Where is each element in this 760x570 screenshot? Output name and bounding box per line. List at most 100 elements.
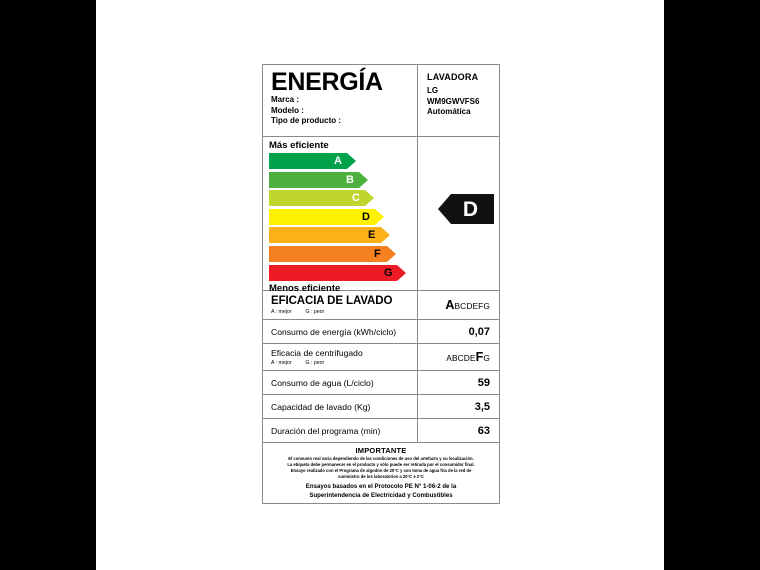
grade-strip: ABCDEFG — [445, 298, 490, 312]
efficiency-bar-e: E — [269, 227, 417, 244]
data-row-title: Eficacia de centrifugado — [271, 348, 363, 358]
grade-after: G — [483, 353, 490, 363]
data-row-scale-hint: A : mejor G : peor — [271, 309, 325, 315]
efficiency-bar-f: F — [269, 245, 417, 262]
efficiency-bar-g: G — [269, 264, 417, 281]
efficiency-bar-arrow-icon — [381, 227, 390, 244]
data-row-value: 3,5 — [474, 400, 490, 413]
data-row-title: Consumo de energía (kWh/ciclo) — [271, 326, 397, 337]
fine-print-line: suministro de los laboratorios a 20°C ± … — [338, 474, 424, 480]
efficiency-bar-arrow-icon — [347, 153, 356, 169]
efficiency-bar-d: D — [269, 208, 417, 225]
letterbox-right — [664, 0, 760, 570]
letterbox-left — [0, 0, 96, 570]
protocol-line: Ensayos basados en el Protocolo PE N° 1-… — [305, 483, 457, 491]
data-row-label-cell: Capacidad de lavado (Kg) — [263, 395, 418, 418]
least-efficient-caption: Menos eficiente — [269, 283, 341, 295]
mode-value: Automática — [427, 107, 471, 116]
efficiency-bar-body — [269, 190, 365, 207]
meta-brand-label: Marca : — [271, 95, 300, 104]
fine-print-line: Ensayo realizado con el Programa de algo… — [290, 468, 472, 474]
data-row: Consumo de agua (L/ciclo) 59 — [263, 371, 499, 395]
protocol-note: Ensayos basados en el Protocolo PE N° 1-… — [268, 483, 494, 500]
efficiency-bar-body — [269, 245, 387, 262]
grade-selected: F — [475, 350, 484, 364]
data-row-label-cell: Consumo de agua (L/ciclo) — [263, 371, 418, 394]
header-left-panel: ENERGÍA Marca : Modelo : Tipo de product… — [263, 65, 418, 136]
efficiency-bar-letter: E — [368, 229, 376, 242]
data-row-value-cell: 59 — [418, 371, 499, 394]
efficiency-bar-letter: D — [362, 210, 370, 223]
data-row-label-cell: Duración del programa (min) — [263, 419, 418, 442]
data-row-label-cell: Consumo de energía (kWh/ciclo) — [263, 320, 418, 343]
efficiency-bar-arrow-icon — [365, 190, 374, 207]
data-row: Duración del programa (min) 63 — [263, 419, 499, 443]
data-row-value-cell: 0,07 — [418, 320, 499, 343]
data-row: Consumo de energía (kWh/ciclo) 0,07 — [263, 320, 499, 344]
efficiency-bar-letter: G — [384, 266, 393, 279]
data-row-title: Consumo de agua (L/ciclo) — [271, 377, 374, 388]
efficiency-bar-body — [269, 153, 347, 169]
data-row-title: Capacidad de lavado (Kg) — [271, 401, 371, 412]
efficiency-bar-letter: A — [334, 155, 342, 167]
fine-print-line: La etiqueta debe permanecer en el produc… — [287, 462, 475, 468]
image-canvas: ENERGÍA Marca : Modelo : Tipo de product… — [96, 0, 664, 570]
efficiency-bar-body — [269, 171, 359, 188]
product-type-value: LAVADORA — [427, 72, 479, 82]
brand-value: LG — [427, 86, 439, 95]
efficiency-bar-b: B — [269, 171, 417, 188]
data-row-label-cell: Eficacia de centrifugado A : mejor G : peo… — [263, 344, 418, 370]
header-right-panel: LAVADORA LG WM9GWVFS6 Automática — [418, 65, 499, 136]
data-row: Eficacia de centrifugado A : mejor G : peo… — [263, 344, 499, 371]
data-row: Capacidad de lavado (Kg) 3,5 — [263, 395, 499, 419]
grade-selected: A — [445, 298, 455, 312]
data-row-value-cell: 63 — [418, 419, 499, 442]
label-footer: IMPORTANTE El consumo real varía dependi… — [263, 443, 499, 505]
rating-arrow-icon — [438, 194, 451, 224]
label-header: ENERGÍA Marca : Modelo : Tipo de product… — [263, 65, 499, 137]
efficiency-bar-letter: C — [352, 192, 360, 205]
rating-badge: D — [438, 194, 494, 224]
efficiency-bar-arrow-icon — [375, 208, 384, 225]
data-row-title: EFICACIA DE LAVADO — [271, 295, 393, 307]
efficiency-bar-letter: F — [374, 247, 381, 260]
efficiency-bar-c: C — [269, 190, 417, 207]
grade-before: ABCDE — [446, 353, 476, 363]
protocol-line: Superintendencia de Electricidad y Combu… — [309, 491, 453, 499]
efficiency-bar-a: A — [269, 153, 417, 169]
data-row-value-cell: 3,5 — [418, 395, 499, 418]
page-title: ENERGÍA — [271, 68, 383, 96]
efficiency-bar-body — [269, 227, 381, 244]
data-row-value-cell: ABCDEFG — [418, 291, 499, 319]
data-row-label-cell: EFICACIA DE LAVADO A : mejor G : peor — [263, 291, 418, 319]
efficiency-bar-arrow-icon — [387, 245, 396, 262]
efficiency-bar-letter: B — [346, 173, 354, 186]
grade-after: BCDEFG — [454, 301, 490, 311]
meta-product-type-label: Tipo de producto : — [271, 116, 342, 125]
data-rows-list: EFICACIA DE LAVADO A : mejor G : peor ABCDE… — [263, 291, 499, 443]
data-row-value: 63 — [477, 424, 490, 437]
data-row-value: 59 — [477, 376, 490, 389]
rating-letter: D — [462, 197, 479, 221]
important-title: IMPORTANTE — [355, 446, 407, 455]
most-efficient-caption: Más eficiente — [269, 140, 329, 151]
data-row: EFICACIA DE LAVADO A : mejor G : peor ABCDE… — [263, 291, 499, 320]
data-row-scale-hint: A : mejor G : peor — [271, 360, 325, 366]
efficiency-bar-body — [269, 264, 397, 281]
rating-panel: D — [418, 137, 499, 290]
data-row-value: 0,07 — [468, 325, 490, 338]
fine-print-line: El consumo real varía dependiendo de las… — [288, 456, 474, 461]
data-row-value-cell: ABCDEFG — [418, 344, 499, 370]
efficiency-bar-arrow-icon — [397, 264, 406, 281]
rating-badge-body: D — [451, 194, 494, 224]
efficiency-bar-arrow-icon — [359, 171, 368, 188]
energy-label-card: ENERGÍA Marca : Modelo : Tipo de product… — [262, 64, 500, 504]
data-row-title: Duración del programa (min) — [271, 425, 381, 436]
meta-model-label: Modelo : — [271, 105, 304, 115]
model-value: WM9GWVFS6 — [427, 96, 480, 106]
efficiency-bar-body — [269, 208, 375, 225]
grade-strip: ABCDEFG — [446, 350, 490, 364]
